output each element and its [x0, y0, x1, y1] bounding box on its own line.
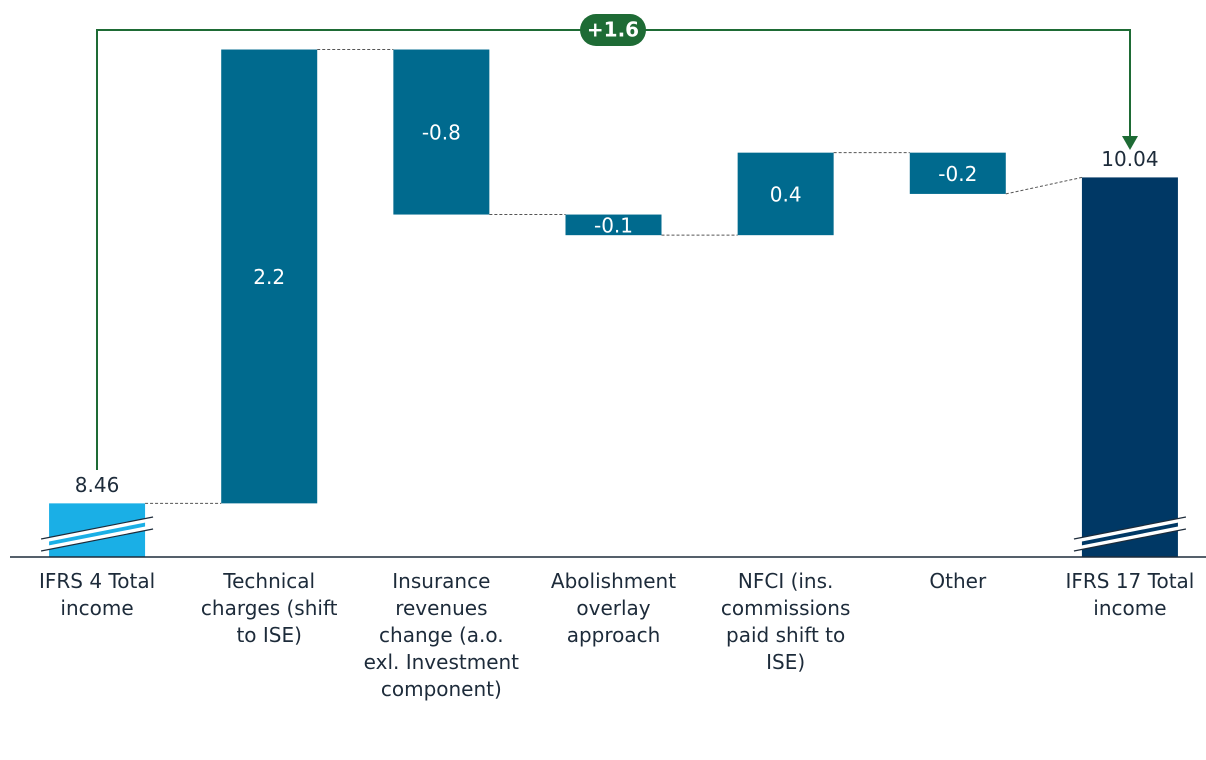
- annotation-arrow: [1122, 136, 1138, 150]
- x-tick-label: IFRS 4 Total income: [38, 569, 156, 620]
- axis-break: [40, 517, 154, 543]
- bar: [221, 49, 318, 504]
- axis-break-edge: [1073, 528, 1187, 552]
- axis-break: [1073, 525, 1187, 551]
- value-label: 8.46: [75, 473, 120, 497]
- x-tick-label: Technical charges (shift to ISE): [200, 569, 338, 647]
- bar: [737, 152, 834, 236]
- x-tick-label: IFRS 17 Total income: [1065, 569, 1195, 620]
- x-tick-label: Other: [929, 569, 987, 593]
- value-label: 0.4: [770, 182, 802, 206]
- axis-break: [40, 525, 154, 551]
- axis-break: [1073, 517, 1187, 543]
- axis-break-edge: [1073, 516, 1187, 540]
- bar: [393, 49, 490, 215]
- bar: [565, 214, 662, 236]
- value-label: 10.04: [1101, 147, 1158, 171]
- bar: [909, 152, 1006, 194]
- x-tick-label: Abolishment overlay approach: [550, 569, 677, 647]
- value-label: -0.1: [594, 213, 633, 237]
- x-tick-label: NFCI (ins. commissions paid shift to ISE…: [720, 569, 851, 674]
- x-tick-label: Insurance revenues change (a.o. exl. Inv…: [363, 569, 520, 701]
- bar: [1081, 177, 1178, 558]
- value-label: -0.2: [938, 162, 977, 186]
- axis-break-edge: [40, 528, 154, 552]
- value-label: 2.2: [253, 265, 285, 289]
- axis-break-edge: [40, 516, 154, 540]
- annotation-pill: [580, 14, 646, 46]
- connector: [1005, 176, 1083, 195]
- annotation: +1.6: [587, 18, 639, 42]
- value-label: -0.8: [422, 121, 461, 145]
